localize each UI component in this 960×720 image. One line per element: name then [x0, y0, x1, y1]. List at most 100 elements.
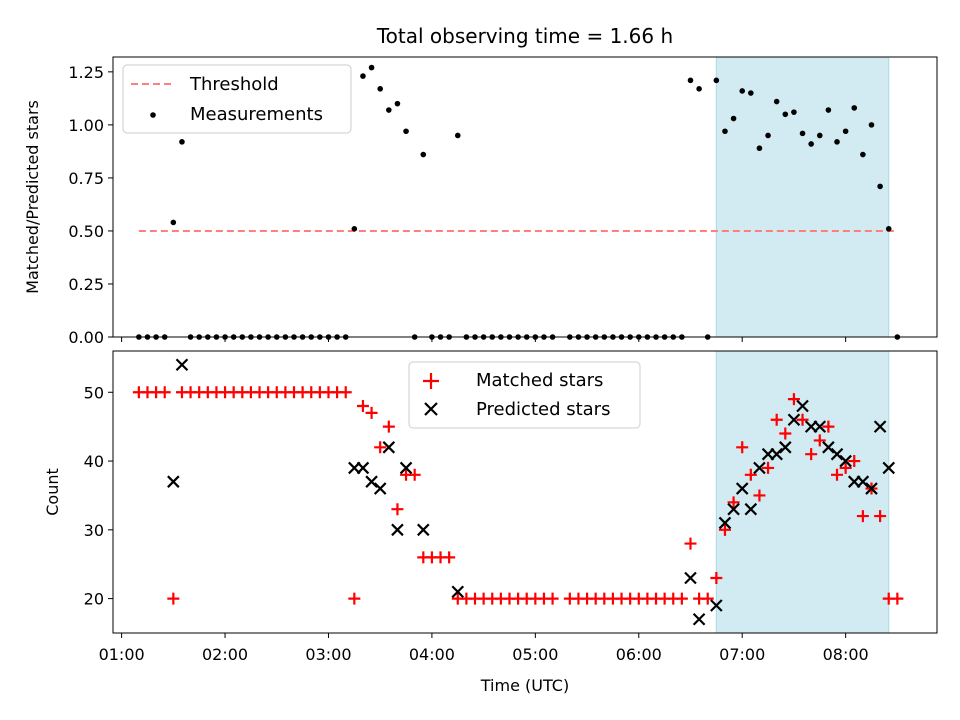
measurement-point [360, 73, 366, 79]
predicted-star-point [391, 523, 404, 537]
matched-star-point [805, 448, 818, 461]
measurement-point [403, 128, 409, 135]
predicted-star-point [365, 475, 378, 488]
y-tick-label: 1.25 [68, 63, 104, 82]
ratio-legend: Threshold Measurements [122, 64, 352, 134]
predicted-star-point [770, 447, 783, 461]
predicted-star-point [830, 447, 844, 461]
matched-star-point [874, 510, 887, 523]
predicted-star-point [839, 454, 852, 468]
matched-star-point [848, 455, 861, 468]
x-tick-label: 08:00 [823, 645, 869, 664]
ratio-panel: Total observing time = 1.66 h 0.000.250.… [23, 24, 938, 347]
measurement-point [799, 130, 806, 137]
chart-title: Total observing time = 1.66 h [376, 24, 673, 48]
matched-star-point [787, 393, 800, 406]
matched-star-point [736, 441, 749, 454]
matched-star-point [167, 592, 180, 605]
x-tick-label: 06:00 [616, 645, 662, 664]
predicted-star-point [796, 399, 809, 413]
measurement-point [394, 100, 401, 107]
matched-legend-swatch [423, 373, 439, 389]
predicted-legend-swatch [424, 402, 438, 416]
predicted-star-point [451, 585, 465, 599]
matched-star-point [718, 523, 731, 536]
measurement-point [791, 109, 797, 115]
matched-star-point [546, 592, 559, 605]
y-tick-label: 40 [84, 452, 104, 471]
observing-window-band [715, 56, 890, 338]
matched-star-point [348, 592, 361, 605]
predicted-star-point [718, 516, 732, 530]
y-tick-label: 1.00 [68, 116, 104, 135]
x-tick-label: 01:00 [99, 645, 145, 664]
count-y-axis-label: Count [43, 468, 62, 516]
predicted-legend-label: Predicted stars [476, 399, 610, 420]
measurement-point [454, 132, 461, 139]
measurement-point [687, 77, 694, 84]
predicted-star-point [382, 441, 396, 454]
measurement-point [739, 88, 746, 94]
count-y-axis: 20 30 40 50 [84, 383, 113, 609]
predicted-star-point [753, 461, 766, 475]
measurements-legend-label: Measurements [190, 104, 323, 125]
predicted-star-point [167, 475, 180, 488]
measurement-point [722, 128, 728, 135]
measurement-point [860, 151, 866, 158]
predicted-star-point [822, 441, 835, 454]
matched-star-point [675, 592, 688, 605]
measurement-point [842, 128, 849, 135]
matched-star-point [779, 427, 792, 440]
measurement-point [368, 64, 375, 71]
count-legend: Matched stars Predicted stars [408, 361, 641, 429]
predicted-star-point [417, 523, 430, 537]
measurement-point [713, 77, 720, 84]
matched-legend-label: Matched stars [476, 370, 603, 391]
matched-star-point [813, 434, 826, 447]
measurement-point [834, 139, 840, 145]
matched-star-point [374, 441, 387, 454]
matched-star-point [684, 537, 697, 550]
matched-star-point [710, 571, 723, 584]
measurement-point [877, 183, 883, 190]
matched-star-point [796, 413, 809, 426]
y-tick-label: 30 [84, 521, 104, 540]
matched-star-point [356, 400, 369, 413]
predicted-star-point [813, 420, 827, 433]
x-tick-label: 04:00 [409, 645, 455, 664]
matched-star-point [891, 592, 904, 605]
measurement-point [730, 115, 737, 122]
measurement-point [851, 105, 858, 111]
predicted-star-point [727, 502, 740, 516]
y-tick-label: 0.50 [68, 222, 104, 241]
measurement-point [765, 132, 771, 139]
matched-star-point [839, 461, 852, 474]
y-tick-label: 0.75 [68, 169, 104, 188]
predicted-star-point [399, 461, 413, 475]
measurement-point [386, 107, 392, 113]
measurement-point [170, 219, 177, 226]
ratio-panel-frame [112, 56, 938, 338]
predicted-star-point [856, 475, 870, 488]
matched-star-point [443, 551, 456, 564]
predicted-star-point [175, 358, 189, 372]
matched-star-point [365, 406, 378, 419]
measurement-point [377, 86, 383, 92]
matched-star-point [770, 413, 783, 426]
measurement-point [816, 132, 823, 139]
measurement-point [885, 226, 892, 232]
threshold-legend-label: Threshold [189, 74, 279, 95]
ratio-y-axis: 0.00 0.25 0.50 0.75 1.00 1.25 [68, 63, 113, 347]
matched-star-point [831, 468, 844, 481]
measurement-point [748, 90, 754, 96]
predicted-star-point [735, 482, 749, 495]
count-x-axis: 01:00 02:00 03:00 04:00 05:00 06:00 07:00 08:00 [99, 633, 869, 664]
matched-star-point [753, 489, 766, 502]
predicted-star-point [710, 599, 723, 612]
measurement-point [179, 139, 185, 145]
predicted-star-point [882, 461, 896, 475]
predicted-star-point [873, 420, 887, 433]
matched-star-point [382, 420, 395, 433]
